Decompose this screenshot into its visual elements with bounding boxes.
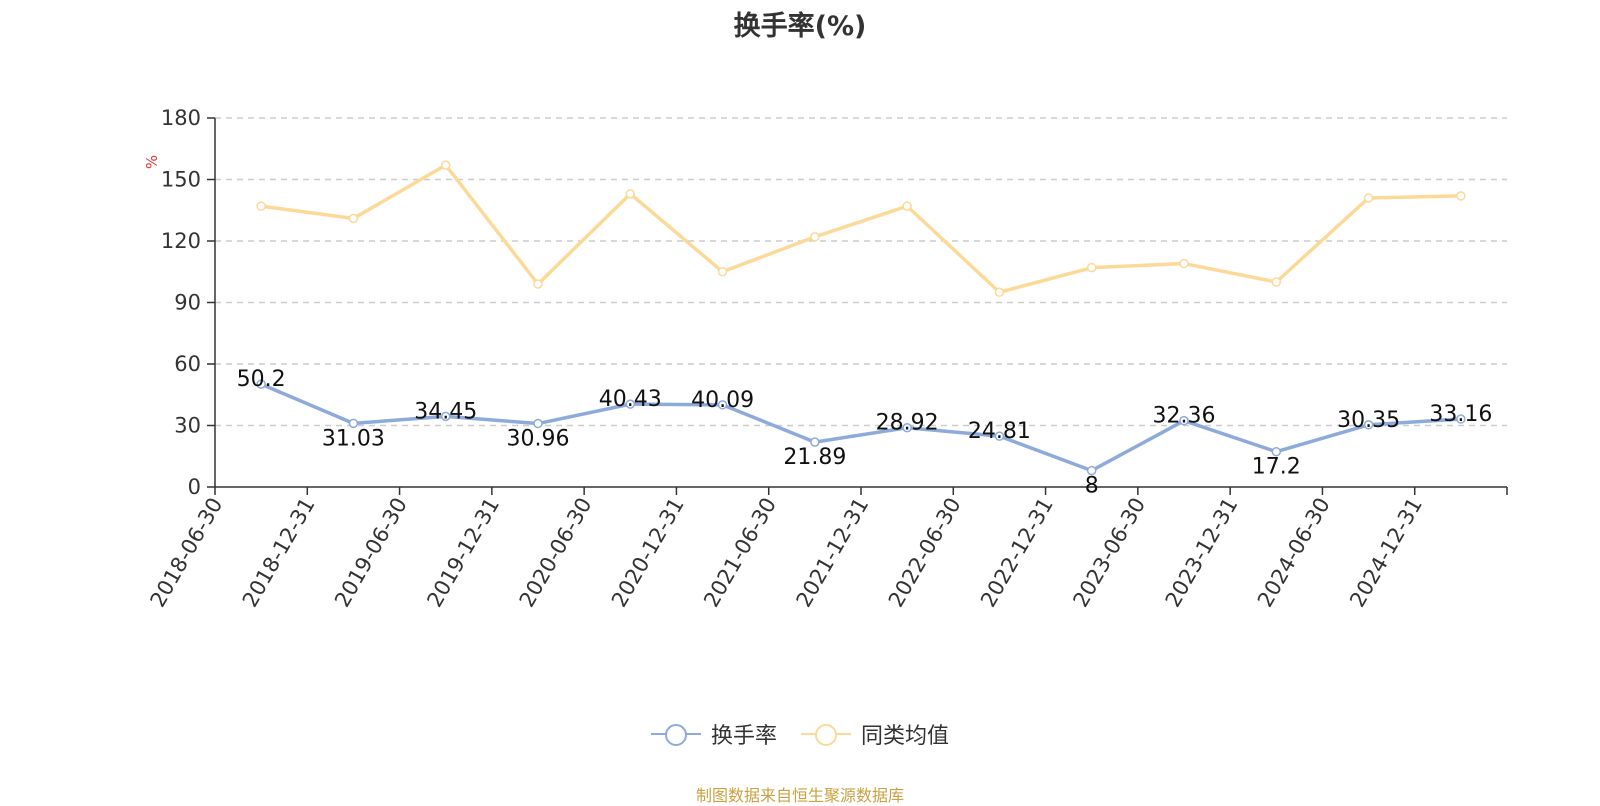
- data-point: [902, 422, 912, 433]
- data-labels: 50.2 31.03 34.45 30.96 40.43 40.09 21.89 28.92 2…: [237, 367, 1493, 499]
- data-label: 30.35: [1337, 408, 1400, 433]
- series-line-0: [260, 382, 1461, 473]
- data-label: 33.16: [1429, 402, 1492, 427]
- data-label: 34.45: [414, 399, 477, 424]
- legend-label-peer-average: 同类均值: [861, 724, 950, 749]
- data-point: [994, 431, 1005, 441]
- x-tick-label: 2022-06-30: [884, 493, 966, 611]
- data-label: 31.03: [322, 426, 385, 451]
- data-point: [440, 160, 451, 170]
- y-tick-label: 30: [174, 414, 201, 438]
- data-point: [625, 399, 636, 409]
- legend-swatch-turnover: [650, 722, 701, 746]
- data-point: [256, 201, 266, 211]
- x-tick-label: 2019-06-30: [330, 493, 412, 611]
- data-point: [625, 189, 636, 199]
- data-point: [810, 437, 820, 447]
- y-tick-label: 150: [161, 168, 201, 192]
- x-tick-label: 2022-12-31: [976, 494, 1058, 612]
- data-label: 17.2: [1252, 455, 1301, 480]
- data-point: [1456, 414, 1466, 424]
- x-tick-label: 2018-12-31: [238, 494, 320, 612]
- y-tick-label: 90: [174, 291, 201, 315]
- data-point: [717, 267, 728, 277]
- data-label: 50.2: [237, 367, 286, 392]
- source-note: 制图数据来自恒生聚源数据库: [695, 786, 904, 805]
- data-label: 40.43: [599, 387, 662, 412]
- data-label: 30.96: [507, 427, 570, 452]
- data-label: 24.81: [968, 419, 1031, 444]
- x-tick-label: 2020-12-31: [607, 494, 689, 612]
- data-label: 21.89: [783, 445, 846, 470]
- data-point: [348, 213, 359, 224]
- data-point: [1086, 262, 1097, 273]
- data-point: [256, 379, 266, 389]
- data-point: [348, 418, 359, 429]
- series-line-1: [260, 163, 1461, 294]
- data-point: [1271, 277, 1282, 287]
- data-point: [533, 418, 543, 429]
- legend-item-turnover[interactable]: 换手率: [650, 718, 777, 750]
- x-tick-label: 2024-12-31: [1345, 494, 1427, 612]
- legend-label-turnover: 换手率: [710, 724, 777, 749]
- data-point: [1086, 465, 1097, 476]
- y-tick-label: 180: [161, 106, 201, 130]
- y-tick-label: 120: [161, 229, 201, 253]
- x-tick-label: 2023-06-30: [1068, 494, 1150, 612]
- data-point: [1363, 193, 1374, 203]
- legend-swatch-peer-average: [801, 722, 851, 746]
- y-tick-label: 0: [188, 475, 201, 499]
- grid-lines: [215, 117, 1507, 427]
- x-tick-label: 2024-06-30: [1253, 494, 1335, 612]
- data-point: [1456, 191, 1466, 201]
- data-point: [1363, 420, 1374, 430]
- y-tick-label: 60: [174, 352, 201, 376]
- data-point: [1271, 446, 1282, 457]
- data-point: [1179, 415, 1189, 426]
- y-axis-unit-label: %: [143, 155, 161, 169]
- x-tick-label: 2020-06-30: [515, 494, 597, 612]
- x-tick-label: 2023-12-31: [1161, 494, 1243, 612]
- legend-item-peer-average[interactable]: 同类均值: [801, 718, 949, 750]
- x-tick-label: 2021-12-31: [792, 494, 874, 612]
- chart-title: 换手率(%): [733, 11, 867, 42]
- data-point: [717, 400, 728, 410]
- x-tick-label: 2019-12-31: [422, 494, 504, 612]
- series: [256, 160, 1466, 476]
- data-point: [902, 201, 912, 211]
- x-tick-label: 2021-06-30: [699, 494, 781, 612]
- x-tick-label: 2018-06-30: [146, 494, 228, 612]
- data-point: [1179, 258, 1189, 269]
- data-label: 32.36: [1153, 404, 1216, 429]
- data-point: [533, 279, 543, 289]
- data-label: 8: [1085, 474, 1099, 499]
- legend: 换手率 同类均值: [0, 718, 1600, 750]
- data-point: [994, 287, 1005, 297]
- data-point: [810, 232, 820, 242]
- data-label: 40.09: [691, 388, 754, 413]
- data-point: [440, 411, 451, 422]
- data-label: 28.92: [876, 411, 939, 436]
